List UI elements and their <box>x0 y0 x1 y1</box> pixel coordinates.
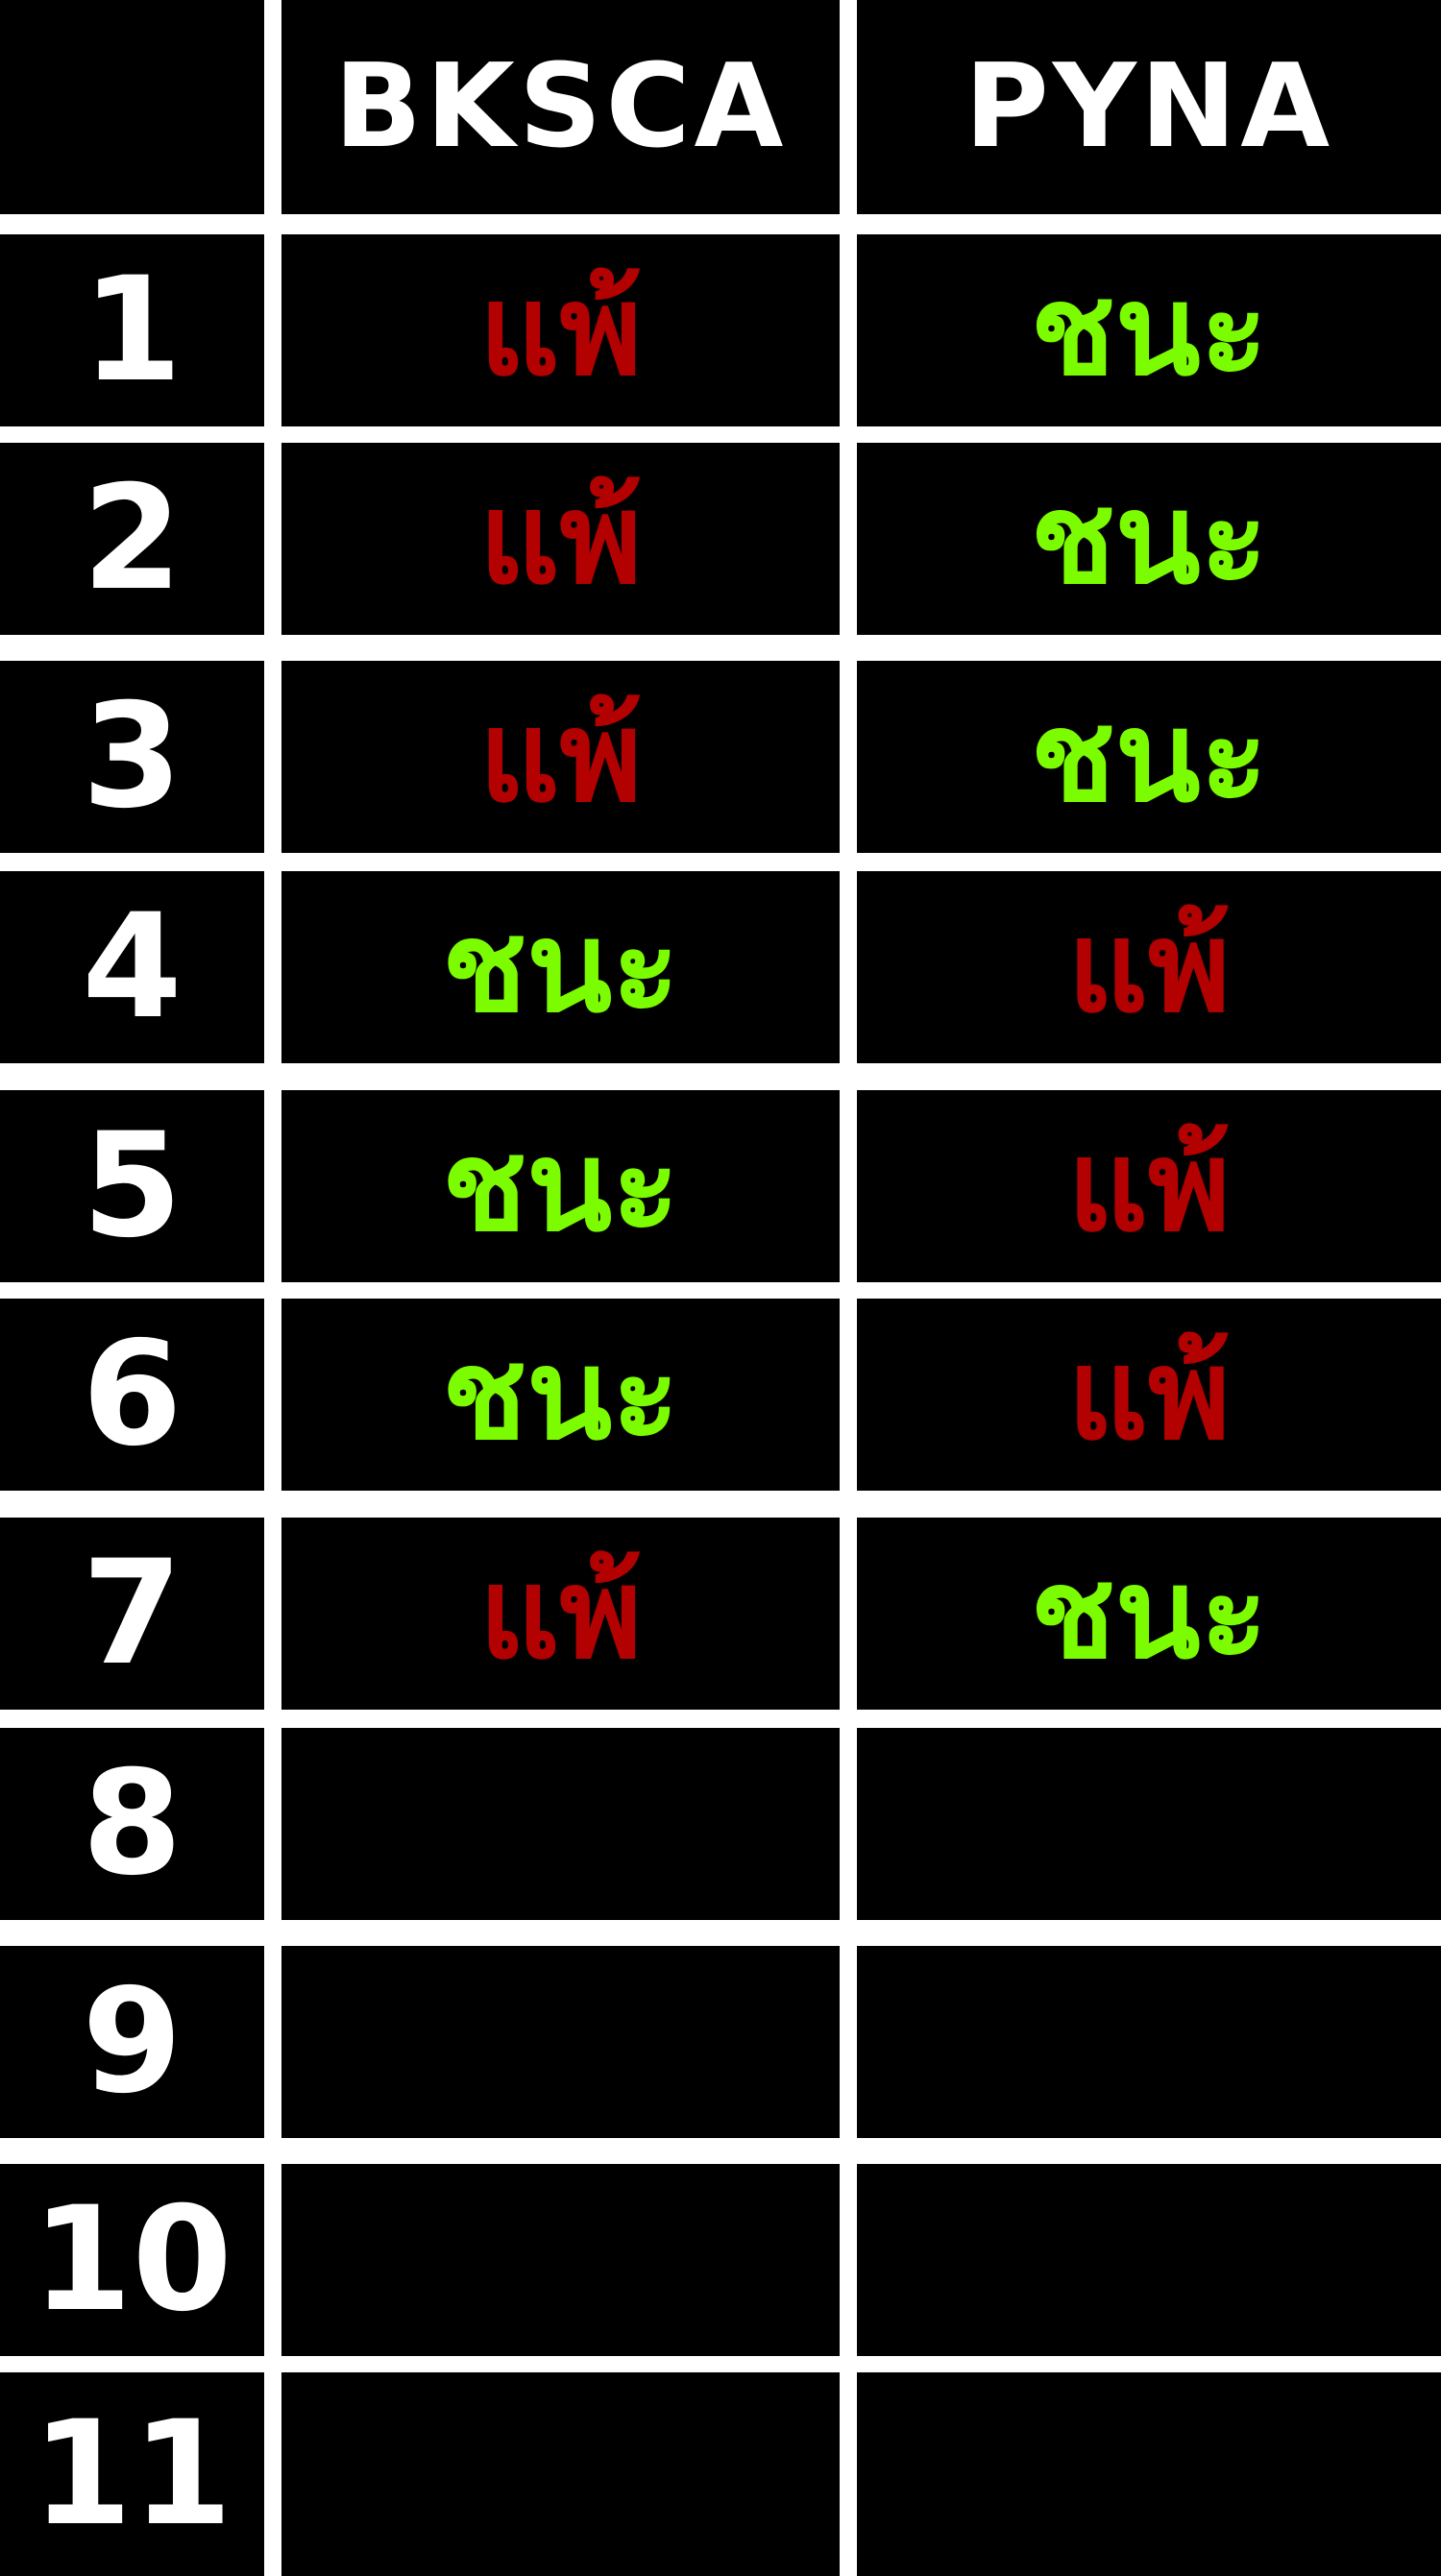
result-cell-pyna: ชนะ <box>857 234 1441 426</box>
result-cell-bksca <box>281 1728 840 1920</box>
row-number: 6 <box>82 1311 183 1478</box>
result-cell-pyna <box>857 2164 1441 2356</box>
result-pyna: ชนะ <box>1030 684 1268 830</box>
result-bksca: แพ้ <box>478 1541 643 1687</box>
result-cell-pyna: แพ้ <box>857 1299 1441 1491</box>
result-cell-bksca: ชนะ <box>281 1090 840 1282</box>
result-cell-pyna: ชนะ <box>857 661 1441 853</box>
row-number-cell: 5 <box>0 1090 264 1282</box>
result-cell-pyna <box>857 1946 1441 2138</box>
result-cell-pyna: ชนะ <box>857 443 1441 635</box>
result-cell-pyna: ชนะ <box>857 1518 1441 1710</box>
row-number-cell: 4 <box>0 871 264 1063</box>
result-pyna: แพ้ <box>1067 1113 1231 1259</box>
result-cell-pyna <box>857 1728 1441 1920</box>
result-bksca: ชนะ <box>442 894 679 1040</box>
result-cell-pyna: แพ้ <box>857 871 1441 1063</box>
result-pyna: ชนะ <box>1030 466 1268 612</box>
header-bksca: BKSCA <box>281 0 840 214</box>
row-number-cell: 3 <box>0 661 264 853</box>
row-number-cell: 7 <box>0 1518 264 1710</box>
result-pyna: แพ้ <box>1067 1322 1231 1468</box>
result-bksca: แพ้ <box>478 257 643 403</box>
result-cell-bksca: ชนะ <box>281 871 840 1063</box>
result-cell-bksca: แพ้ <box>281 443 840 635</box>
row-number-cell: 2 <box>0 443 264 635</box>
result-cell-bksca: แพ้ <box>281 661 840 853</box>
result-cell-pyna: แพ้ <box>857 1090 1441 1282</box>
row-number: 9 <box>82 1958 183 2126</box>
row-number: 7 <box>82 1530 183 1697</box>
row-number-cell: 1 <box>0 234 264 426</box>
result-pyna: ชนะ <box>1030 1541 1268 1687</box>
result-pyna: ชนะ <box>1030 257 1268 403</box>
result-cell-bksca: แพ้ <box>281 1518 840 1710</box>
result-bksca: ชนะ <box>442 1322 679 1468</box>
row-number: 4 <box>82 884 183 1051</box>
header-pyna: PYNA <box>857 0 1441 214</box>
header-pyna-label: PYNA <box>964 40 1334 174</box>
row-number-cell: 9 <box>0 1946 264 2138</box>
row-number-cell: 8 <box>0 1728 264 1920</box>
row-number: 11 <box>32 2391 232 2558</box>
result-bksca: แพ้ <box>478 466 643 612</box>
result-cell-pyna <box>857 2372 1441 2576</box>
row-number: 5 <box>82 1103 183 1270</box>
row-number: 1 <box>82 247 183 414</box>
result-bksca: แพ้ <box>478 684 643 830</box>
header-corner-cell <box>0 0 264 214</box>
result-pyna: แพ้ <box>1067 894 1231 1040</box>
row-number: 2 <box>82 455 183 622</box>
result-cell-bksca: แพ้ <box>281 234 840 426</box>
result-cell-bksca <box>281 2164 840 2356</box>
result-bksca: ชนะ <box>442 1113 679 1259</box>
row-number: 8 <box>82 1740 183 1908</box>
row-number: 3 <box>82 673 183 840</box>
row-number-cell: 6 <box>0 1299 264 1491</box>
result-cell-bksca <box>281 2372 840 2576</box>
result-cell-bksca <box>281 1946 840 2138</box>
row-number: 10 <box>32 2176 232 2344</box>
row-number-cell: 10 <box>0 2164 264 2356</box>
result-cell-bksca: ชนะ <box>281 1299 840 1491</box>
header-bksca-label: BKSCA <box>333 40 788 174</box>
row-number-cell: 11 <box>0 2372 264 2576</box>
